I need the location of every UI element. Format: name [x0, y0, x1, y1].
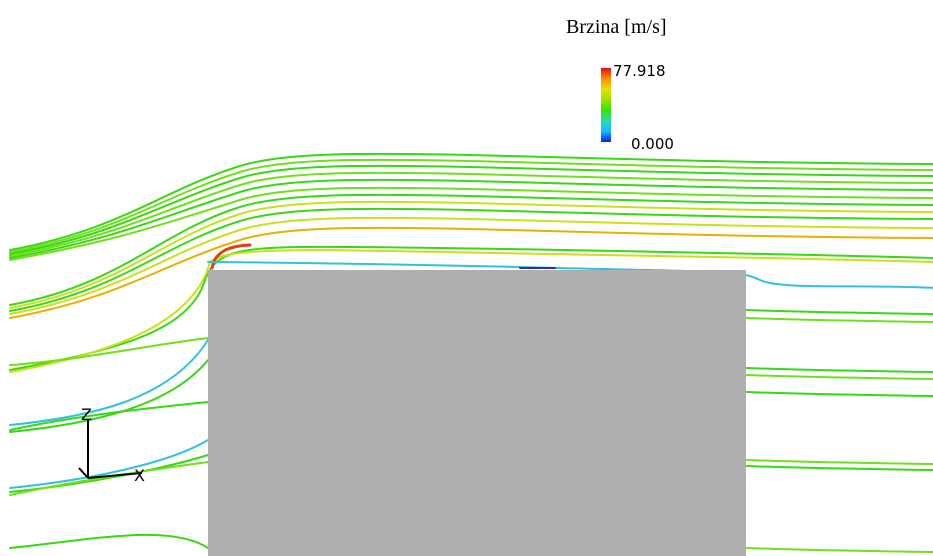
- obstacle-block: [208, 270, 746, 556]
- colorbar-title: Brzina [m/s]: [566, 16, 667, 38]
- velocity-colorbar: [601, 68, 611, 142]
- z-axis-label: Z: [81, 405, 92, 424]
- streamline: [745, 547, 933, 553]
- streamlines: [9, 152, 933, 553]
- streamline: [745, 367, 933, 373]
- streamline: [9, 401, 209, 431]
- streamline: [9, 207, 933, 312]
- streamline: [745, 459, 933, 465]
- colorbar-max-label: 77.918: [613, 62, 666, 80]
- streamline: [210, 243, 252, 270]
- streamline: [745, 391, 933, 397]
- streamline: [9, 178, 933, 259]
- streamline: [9, 245, 933, 371]
- streamline: [9, 216, 933, 315]
- streamline: [745, 317, 933, 323]
- colorbar-min-label: 0.000: [631, 135, 674, 153]
- axis-triad: [78, 420, 143, 479]
- streamline: [9, 533, 209, 549]
- streamline: [9, 200, 933, 309]
- streamline: [745, 465, 933, 471]
- streamline: [9, 337, 209, 366]
- streamline: [9, 164, 933, 255]
- streamline: [9, 152, 933, 251]
- x-axis-label: X: [134, 466, 145, 485]
- streamline: [9, 158, 933, 253]
- streamline: [9, 339, 209, 426]
- streamline: [9, 439, 209, 489]
- streamline: [9, 171, 933, 257]
- streamline: [9, 186, 933, 261]
- streamline: [9, 226, 933, 319]
- streamline: [745, 309, 933, 315]
- streamline: [745, 374, 933, 380]
- streamline: [9, 248, 933, 373]
- streamline: [9, 193, 933, 306]
